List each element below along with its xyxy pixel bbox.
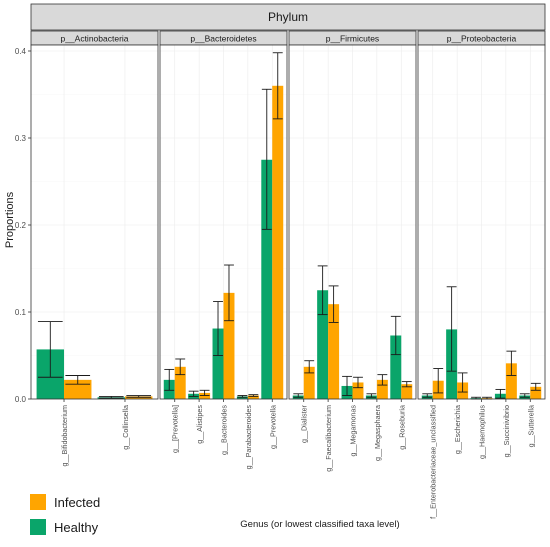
bar-infected <box>272 85 284 400</box>
bar-healthy <box>212 328 224 399</box>
bar-infected <box>505 363 517 399</box>
panel-border <box>417 44 546 400</box>
panel-strip-label: p__Proteobacteria <box>447 34 517 44</box>
y-tick-label: 0.0 <box>15 395 27 404</box>
bar-infected <box>223 292 235 399</box>
x-tick-label: g__[Prevotella] <box>171 405 180 453</box>
bar-healthy <box>261 159 273 399</box>
x-tick-label: g__Prevotella <box>268 405 277 449</box>
panel-strip-label: p__Actinobacteria <box>60 34 128 44</box>
x-tick-label: g__Sutterella <box>526 405 535 447</box>
x-tick-label: g__Bifidobacterium <box>60 405 69 467</box>
bar-infected <box>376 379 388 399</box>
panel-border <box>288 44 417 400</box>
bar-infected <box>303 366 315 399</box>
bar-infected <box>530 386 542 399</box>
x-tick-label: g__Megasphaera <box>373 405 382 461</box>
x-tick-label: g__Faecalibacterium <box>324 405 333 472</box>
panel-border <box>30 44 159 400</box>
x-axis-label: Genus (or lowest classified taxa level) <box>240 519 399 530</box>
legend-swatch-infected <box>30 494 46 510</box>
bar-healthy <box>317 290 329 399</box>
y-tick-label: 0.3 <box>15 134 27 143</box>
x-tick-label: g__Haemophilus <box>478 405 487 459</box>
panel-strip-label: p__Firmicutes <box>326 34 379 44</box>
phylum-strip <box>30 3 546 31</box>
x-tick-label: g__Alistipes <box>195 405 204 444</box>
legend-label-infected: Infected <box>54 495 100 510</box>
panel-strip-label: p__Bacteroidetes <box>190 34 256 44</box>
x-tick-label: g__Bacteroides <box>220 405 229 455</box>
y-tick-label: 0.1 <box>15 308 27 317</box>
legend-swatch-healthy <box>30 519 46 535</box>
x-tick-label: g__Collinsella <box>121 405 130 450</box>
bar-infected <box>401 384 413 399</box>
x-tick-label: g__Escherichia <box>453 405 462 454</box>
x-tick-label: g__Roseburia <box>397 405 406 450</box>
x-tick-label: g__Dialister <box>300 404 309 443</box>
bar-infected <box>174 366 186 399</box>
bar-infected <box>352 382 364 399</box>
x-tick-label: f__Enterobacteriaceae_unclassified <box>429 405 438 519</box>
x-tick-label: g__Parabacteroides <box>244 405 253 470</box>
phylum-strip-title: Phylum <box>268 10 308 24</box>
y-tick-label: 0.4 <box>15 47 27 56</box>
x-tick-label: g__Megamonas <box>349 405 358 457</box>
x-tick-label: g__Succinivibrio <box>502 405 511 457</box>
y-axis-label: Proportions <box>4 191 16 248</box>
y-tick-label: 0.2 <box>15 221 27 230</box>
bar-infected <box>328 304 340 399</box>
panel-border <box>159 44 288 400</box>
panel-background <box>31 45 158 399</box>
legend-label-healthy: Healthy <box>54 520 99 535</box>
bar-healthy <box>390 335 402 399</box>
bar-infected <box>247 395 259 399</box>
